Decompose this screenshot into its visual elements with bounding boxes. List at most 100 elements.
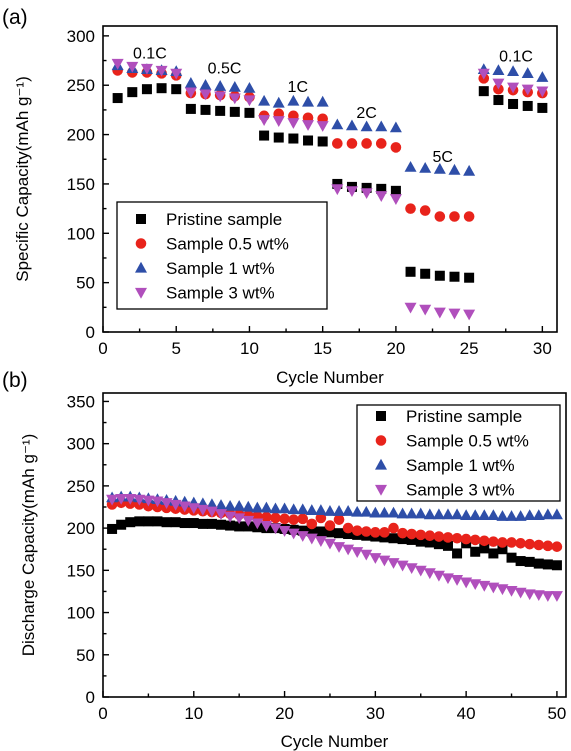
data-point [492, 78, 505, 90]
data-point [506, 552, 517, 563]
data-point [342, 544, 355, 556]
data-point [272, 116, 285, 127]
data-point [214, 80, 227, 91]
legend-box [356, 404, 561, 502]
data-point [497, 537, 508, 548]
rate-annotation: 2C [356, 105, 376, 122]
data-point [505, 510, 518, 521]
data-point [375, 138, 387, 149]
data-point [507, 82, 520, 94]
data-point [323, 538, 336, 550]
data-point [228, 93, 241, 105]
data-point [521, 67, 534, 78]
legend-label: Sample 3 wt% [406, 481, 515, 500]
data-point [351, 547, 364, 558]
data-point [302, 95, 315, 107]
data-point [433, 307, 446, 319]
data-point [397, 534, 408, 545]
data-point [508, 98, 519, 109]
x-axis-title: Cycle Number [276, 368, 384, 387]
data-point [387, 506, 400, 518]
rate-annotation: 5C [433, 149, 453, 166]
data-point [303, 135, 314, 146]
y-tick-label: 200 [67, 519, 95, 538]
data-point [133, 494, 146, 506]
data-point [496, 584, 509, 596]
data-point [532, 590, 545, 602]
data-point [389, 121, 402, 133]
data-point [296, 503, 309, 515]
data-point [361, 138, 372, 149]
data-point [497, 544, 508, 555]
data-point [324, 527, 335, 538]
data-point [542, 559, 553, 570]
data-point [333, 542, 346, 553]
data-point [432, 570, 445, 582]
data-point [541, 508, 554, 520]
data-point [244, 107, 255, 118]
data-point [406, 534, 417, 545]
data-point [442, 540, 453, 551]
data-point [143, 516, 154, 527]
data-point [369, 553, 382, 564]
data-point [469, 534, 481, 546]
data-point [251, 501, 264, 513]
x-tick-label: 10 [184, 704, 203, 723]
data-point [269, 523, 282, 535]
data-point [542, 540, 554, 552]
data-point [449, 211, 460, 222]
data-point [332, 138, 343, 149]
data-point [169, 499, 182, 511]
y-tick-label: 250 [67, 76, 95, 95]
rate-annotation: 1C [288, 79, 308, 96]
x-tick-label: 15 [313, 339, 332, 358]
data-point [360, 549, 373, 561]
rate-annotation: 0.1C [499, 49, 533, 66]
data-point [523, 589, 536, 601]
legend-label: Sample 0.5 wt% [166, 235, 289, 254]
data-point [522, 100, 533, 111]
x-tick-label: 40 [457, 704, 476, 723]
data-point [452, 548, 463, 559]
data-point [404, 160, 417, 172]
data-point [134, 516, 145, 527]
data-point [316, 121, 329, 132]
data-point [160, 498, 173, 509]
data-point [287, 528, 300, 540]
data-point [243, 81, 256, 93]
data-point [387, 558, 400, 569]
data-point [224, 499, 237, 511]
data-point [305, 533, 318, 545]
x-tick-label: 10 [240, 339, 259, 358]
data-point [460, 509, 473, 521]
data-point [297, 513, 309, 525]
data-point [224, 511, 237, 523]
y-tick-label: 100 [67, 604, 95, 623]
data-point [260, 501, 273, 513]
data-point [550, 508, 563, 520]
data-point [541, 591, 554, 602]
data-point [479, 543, 490, 554]
data-point [332, 178, 343, 189]
data-point [205, 506, 218, 518]
legend-box [116, 201, 328, 310]
data-point [441, 508, 454, 520]
data-point [200, 104, 211, 115]
data-point [536, 86, 549, 98]
data-point [515, 556, 526, 567]
data-point [297, 525, 308, 536]
data-point [306, 518, 318, 530]
panel-label: (b) [2, 369, 28, 392]
legend-marker [135, 287, 147, 299]
data-point [536, 71, 549, 82]
data-point [259, 130, 270, 141]
data-point [361, 182, 372, 193]
data-point [258, 115, 271, 126]
data-point [196, 504, 209, 516]
data-point [460, 533, 472, 545]
data-point [533, 539, 545, 551]
data-point [107, 523, 118, 534]
data-point [331, 118, 344, 130]
legend-marker [136, 214, 146, 224]
y-tick-label: 50 [76, 646, 95, 665]
